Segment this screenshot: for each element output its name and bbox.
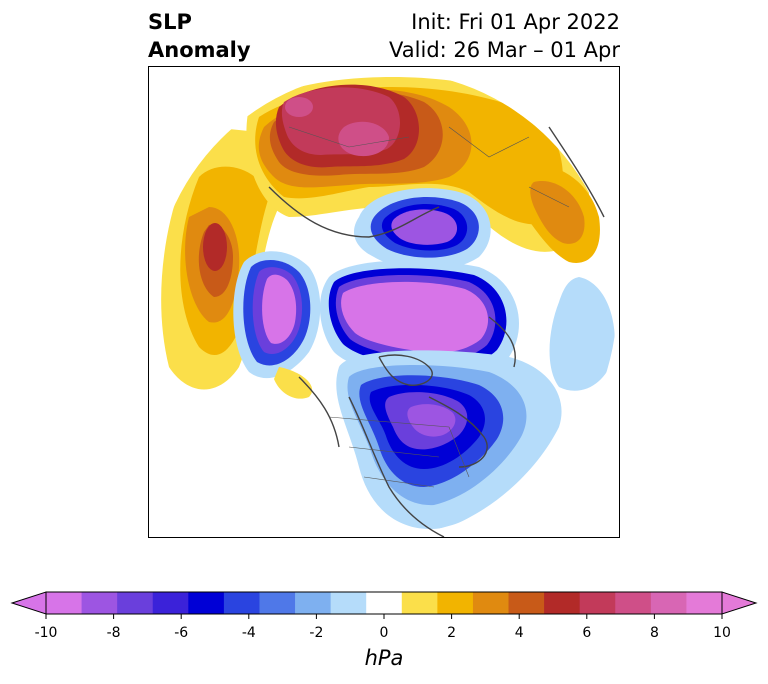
colorbar-tick-label: -8 [107, 625, 121, 641]
colorbar-tick-label: 8 [650, 625, 659, 641]
map-panel [148, 66, 620, 538]
positive-anomaly-eurasia-core [338, 121, 389, 157]
colorbar-tick-label: 6 [582, 625, 591, 641]
title-right: Init: Fri 01 Apr 2022 Valid: 26 Mar – 01… [389, 8, 620, 64]
colorbar-unit-label: hPa [364, 646, 404, 670]
positive-anomaly-eurasia-core2 [285, 97, 313, 117]
borders [288, 126, 570, 488]
colorbar-swatch [508, 592, 545, 614]
colorbar-swatch [437, 592, 474, 614]
colorbar-swatch [650, 592, 687, 614]
colorbar-swatch [295, 592, 332, 614]
colorbar-swatch [544, 592, 581, 614]
colorbar-swatch [330, 592, 367, 614]
valid-range: Valid: 26 Mar – 01 Apr [389, 38, 620, 62]
title-variable-2: Anomaly [148, 38, 251, 62]
coastlines [268, 126, 605, 537]
colorbar-swatch [686, 592, 723, 614]
colorbar-swatch [259, 592, 296, 614]
colorbar-swatch [81, 592, 118, 614]
colorbar-swatch [117, 592, 154, 614]
colorbar-swatch [152, 592, 189, 614]
colorbar-swatch [223, 592, 260, 614]
colorbar-extend-min [10, 591, 47, 615]
negative-anomaly-arctic-core [391, 209, 458, 245]
colorbar: -10 -8 -6 -4 -2 0 2 4 6 8 10 [0, 580, 768, 680]
colorbar-swatch [188, 592, 225, 614]
negative-anomaly-central-core [341, 281, 489, 353]
colorbar-swatches [10, 591, 758, 615]
negative-anomaly-west-core [262, 274, 297, 344]
title-left: SLP Anomaly [148, 8, 251, 64]
colorbar-swatch [579, 592, 616, 614]
colorbar-tick-label: 10 [713, 625, 731, 641]
colorbar-swatch [366, 592, 403, 614]
colorbar-swatch [401, 592, 438, 614]
positive-anomaly-pacific-south [274, 367, 313, 399]
colorbar-swatch [46, 592, 83, 614]
colorbar-tick-label: -4 [242, 625, 256, 641]
anomaly-map [153, 71, 617, 537]
colorbar-tick-label: -10 [35, 625, 58, 641]
init-date: Init: Fri 01 Apr 2022 [411, 10, 620, 34]
negative-anomaly-atlantic [549, 277, 615, 391]
negative-anomaly-namerica-core [407, 404, 456, 437]
colorbar-tick-label: -2 [309, 625, 323, 641]
colorbar-tick-label: 4 [515, 625, 524, 641]
positive-anomaly-pacific-core [203, 223, 227, 271]
colorbar-tick-label: -6 [174, 625, 188, 641]
colorbar-ticks: -10 -8 -6 -4 -2 0 2 4 6 8 10 [35, 614, 731, 641]
title-variable: SLP [148, 10, 192, 34]
colorbar-swatch [472, 592, 510, 614]
colorbar-extend-max [721, 591, 758, 615]
colorbar-tick-label: 2 [447, 625, 456, 641]
colorbar-tick-label: 0 [380, 625, 389, 641]
colorbar-swatch [615, 592, 652, 614]
positive-anomaly-europe-l2 [530, 181, 585, 244]
